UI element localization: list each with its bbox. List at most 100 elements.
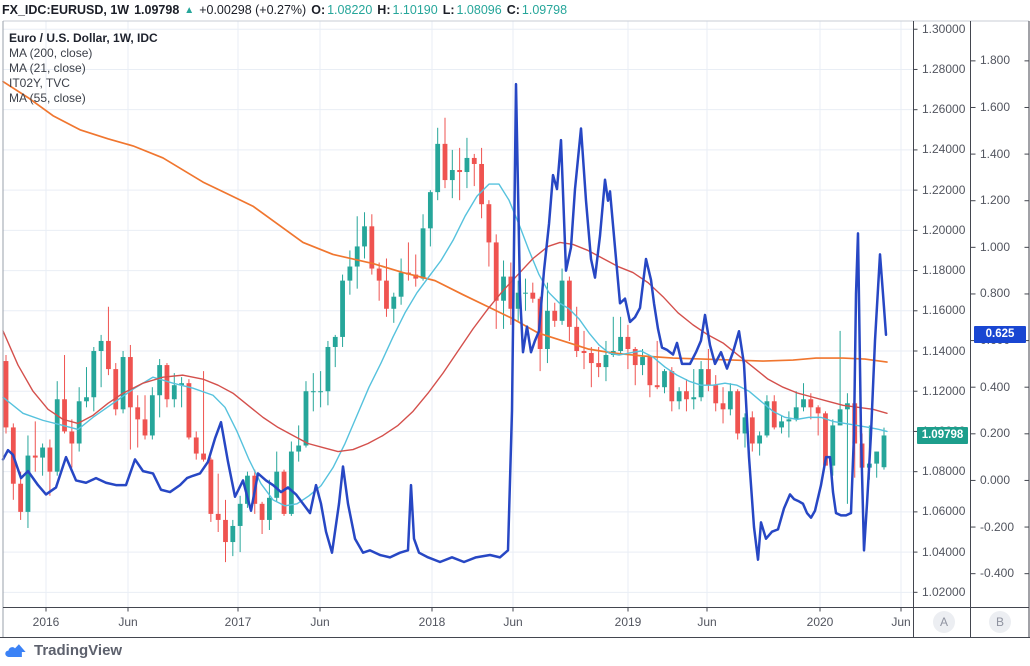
candle-body [691,397,697,400]
candle-body [32,455,38,458]
symbol-info-bar: FX_IDC:EURUSD, 1W 1.09798 ▲ +0.00298 (+0… [2,1,1028,19]
it02y-value-badge: 0.625 [974,326,1026,344]
candle-body [340,280,345,337]
time-tick-label: Jun [891,615,911,629]
price-tick-label: 1.16000 [922,303,966,318]
candle-body [632,348,638,366]
candle-body [640,357,645,366]
candle-body [69,431,75,444]
bottom-strip: TradingView [0,638,1030,666]
candle-body [91,351,97,398]
candle-body [332,336,338,347]
scale-a-button[interactable]: A [933,611,955,633]
high-value: 1.10190 [392,3,438,17]
candle-body [676,391,682,402]
candle-body [727,391,733,410]
price-tick-label: 1.02000 [922,584,966,599]
candle-body [501,276,506,301]
candle-body [84,397,89,402]
candle-body [815,407,821,414]
candle-body [581,351,587,354]
time-tick-label: 2020 [806,615,834,629]
candle-body [391,296,397,309]
price-tick-label: 1.22000 [922,182,966,197]
candle-body [647,357,653,386]
candle-body [684,391,689,400]
time-tick-label: Jun [697,615,717,629]
price-tick-label: 1.30000 [922,21,966,36]
candle-body [98,340,104,352]
candle-body [545,310,550,349]
candle-body [157,365,163,396]
price-tick-label: 1.14000 [922,343,966,358]
candle-body [486,204,492,243]
chart-legend: Euro / U.S. Dollar, 1W, IDC MA (200, clo… [9,31,158,106]
price-tick-label: 1.20000 [922,222,966,237]
candle-body [603,355,609,368]
candle-body [362,226,367,247]
yield-tick-label: -0.200 [980,519,1015,534]
candle-body [881,435,887,468]
high-label: H: [377,3,391,17]
last-price-badge: 1.09798 [917,427,968,444]
tradingview-logo-icon [5,643,26,657]
tradingview-logo[interactable]: TradingView [5,642,122,659]
price-tick-label: 1.12000 [922,383,966,398]
candle-body [179,383,184,386]
price-tick-label: 1.08000 [922,464,966,479]
tradingview-logo-text: TradingView [34,642,123,659]
time-tick-label: Jun [310,615,330,629]
candle-body [779,421,784,428]
candle-body [618,336,623,352]
candle-body [369,226,375,269]
candle-body [698,369,704,398]
candle-body [479,163,484,205]
legend-item-it02y[interactable]: IT02Y, TVC [9,76,70,90]
candle-body [135,407,141,420]
candle-body [318,391,324,393]
candle-body [303,391,309,446]
candle-body [40,447,45,458]
time-axis[interactable]: 2016 Jun 2017 Jun 2018 Jun 2019 Jun 2020 Jun [0,608,913,636]
yield-tick-label: 0.800 [980,286,1011,301]
ma-200-close-line [2,80,888,363]
price-scale-a[interactable]: 1.020001.040001.060001.080001.100001.120… [914,0,970,666]
candle-body [106,340,111,370]
legend-item-ma55[interactable]: MA (55, close) [9,91,86,105]
candlestick-series [3,117,887,563]
legend-item-ma200[interactable]: MA (200, close) [9,46,93,60]
it02y-tvc-line [1,82,888,564]
time-tick-label: 2018 [418,615,446,629]
candle-body [493,242,499,301]
yield-scale-b[interactable]: -0.400-0.2000.0000.2000.4000.6000.8001.0… [971,0,1029,666]
candle-body [325,346,331,392]
price-tick-label: 1.24000 [922,142,966,157]
yield-tick-label: 1.800 [980,53,1011,68]
time-tick-label: 2017 [224,615,252,629]
candle-body [837,409,843,426]
close-label: C: [506,3,520,17]
legend-item-ma21[interactable]: MA (21, close) [9,61,86,75]
low-label: L: [442,3,455,17]
candle-body [764,401,770,436]
symbol-title[interactable]: FX_IDC:EURUSD, 1W [2,3,130,17]
candle-body [442,143,448,181]
candle-body [376,268,382,281]
candle-body [874,451,880,464]
legend-symbol-title[interactable]: Euro / U.S. Dollar, 1W, IDC [9,31,158,45]
candle-body [793,407,799,420]
candle-body [420,228,426,279]
candle-body [735,391,741,434]
candle-body [654,385,660,388]
scale-b-button[interactable]: B [989,611,1011,633]
candle-body [449,170,455,181]
yield-tick-label: 0.000 [980,472,1011,487]
candle-body [552,310,558,321]
candle-body [54,399,60,472]
candle-body [120,357,126,410]
low-value: 1.08096 [456,3,502,17]
candle-body [230,525,236,543]
candle-body [347,266,353,281]
